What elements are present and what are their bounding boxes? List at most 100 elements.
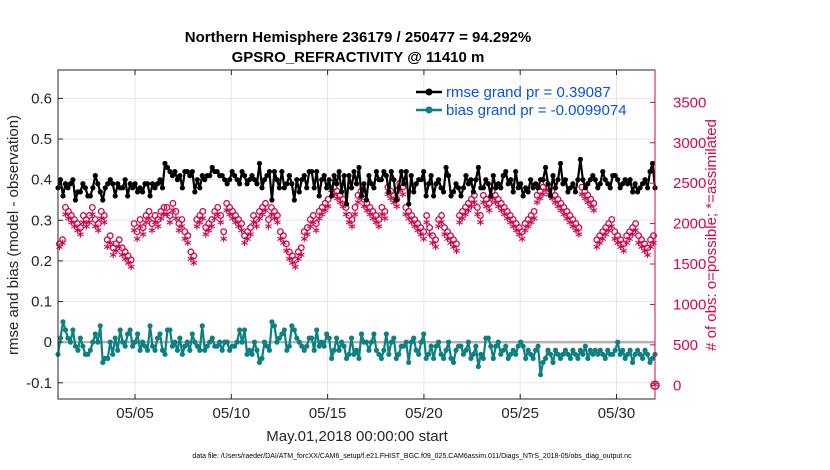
bias-point <box>510 347 516 353</box>
obs-possible-point <box>438 212 446 219</box>
rmse-point <box>338 189 345 195</box>
bias-point <box>314 327 320 333</box>
rmse-point <box>443 164 449 171</box>
rmse-point <box>562 177 569 183</box>
rmse-point <box>518 181 524 187</box>
rmse-point <box>329 193 335 199</box>
obs-assimilated-point: * <box>447 238 455 254</box>
obs-assimilated-point: * <box>557 205 565 221</box>
obs-assimilated-point: * <box>486 205 494 221</box>
obs-possible-point <box>130 220 138 228</box>
obs-assimilated-point: * <box>238 226 246 242</box>
y-right-tick-label: 0 <box>673 377 681 394</box>
obs-assimilated-point: * <box>519 234 527 250</box>
bias-point <box>351 351 357 357</box>
bias-point <box>157 331 163 337</box>
obs-possible-point <box>238 220 246 228</box>
rmse-point <box>90 185 96 191</box>
bias-point <box>493 343 499 349</box>
rmse-point <box>135 189 141 195</box>
obs-assimilated-point: * <box>244 234 252 250</box>
obs-assimilated-point: * <box>513 226 521 242</box>
obs-possible-point <box>485 199 493 207</box>
bias-point <box>174 347 180 353</box>
obs-possible-point <box>351 203 359 211</box>
obs-assimilated-point: * <box>414 226 422 242</box>
bias-point <box>202 347 208 353</box>
bias-point <box>219 347 225 353</box>
obs-assimilated-point: * <box>241 238 249 254</box>
obs-assimilated-point: * <box>348 222 356 238</box>
bias-point <box>199 323 205 329</box>
bias-point <box>127 327 133 333</box>
y-tick-label: 0 <box>44 334 52 351</box>
rmse-point <box>440 189 447 195</box>
rmse-point <box>187 173 193 179</box>
obs-possible-point <box>303 224 311 232</box>
bias-point <box>627 347 633 353</box>
obs-assimilated-point: * <box>77 230 85 246</box>
obs-assimilated-point: * <box>650 238 658 254</box>
obs-assimilated-point: * <box>116 242 124 258</box>
plot-area <box>58 70 655 399</box>
bias-point <box>386 351 392 357</box>
rmse-point <box>304 185 310 191</box>
rmse-point <box>353 181 360 187</box>
bias-point <box>304 343 310 349</box>
rmse-point <box>346 173 352 179</box>
obs-possible-point <box>650 232 657 240</box>
rmse-point <box>309 168 315 175</box>
rmse-point <box>393 197 399 203</box>
obs-assimilated-point: * <box>259 210 267 226</box>
bias-point <box>70 327 76 333</box>
rmse-point <box>70 177 76 183</box>
rmse-point <box>199 173 205 179</box>
obs-assimilated-point: * <box>471 197 479 213</box>
rmse-point <box>634 189 641 195</box>
rmse-point <box>572 189 579 195</box>
bias-point <box>214 343 220 349</box>
bias-point <box>560 351 566 357</box>
obs-possible-point <box>575 224 583 232</box>
rmse-point <box>224 181 230 187</box>
rmse-point <box>326 177 332 183</box>
rmse-point <box>465 181 472 187</box>
y-tick-label: 0.1 <box>31 294 52 311</box>
bias-point <box>587 347 593 353</box>
bias-point <box>353 347 360 353</box>
y-axis-right: 0 500 1000 1500 2000 2500 3000 3500 <box>650 94 706 394</box>
obs-possible-point <box>423 212 431 219</box>
bias-point <box>537 372 544 378</box>
rmse-point <box>560 181 566 187</box>
x-tick-label: 05/20 <box>405 405 443 422</box>
bias-point <box>513 351 519 357</box>
bias-point <box>498 351 504 357</box>
rmse-point <box>493 185 499 191</box>
bias-point <box>159 347 166 353</box>
bias-point <box>411 335 417 341</box>
bias-point <box>413 347 419 353</box>
obs-assimilated-point: * <box>563 214 571 230</box>
rmse-point <box>630 189 636 195</box>
bias-point <box>488 343 494 349</box>
bias-point <box>391 335 397 341</box>
obs-assimilated-point: * <box>301 234 309 250</box>
obs-assimilated-point: * <box>474 210 482 226</box>
obs-assimilated-point: * <box>211 214 219 230</box>
rmse-point <box>637 185 643 191</box>
bias-point <box>597 347 603 353</box>
bias-point <box>346 351 352 357</box>
obs-assimilated-point: * <box>459 214 467 230</box>
bias-point <box>565 351 571 357</box>
rmse-point <box>406 201 412 207</box>
bias-point <box>458 343 464 349</box>
obs-assimilated-point: * <box>148 226 156 242</box>
rmse-point <box>162 160 168 167</box>
rmse-point <box>552 185 559 191</box>
obs-possible-point <box>381 208 389 215</box>
bias-point <box>319 339 325 345</box>
obs-possible-point <box>476 212 484 219</box>
y-right-tick-label: 1000 <box>673 296 706 313</box>
obs-possible-point <box>139 224 147 232</box>
bias-point <box>542 355 549 361</box>
